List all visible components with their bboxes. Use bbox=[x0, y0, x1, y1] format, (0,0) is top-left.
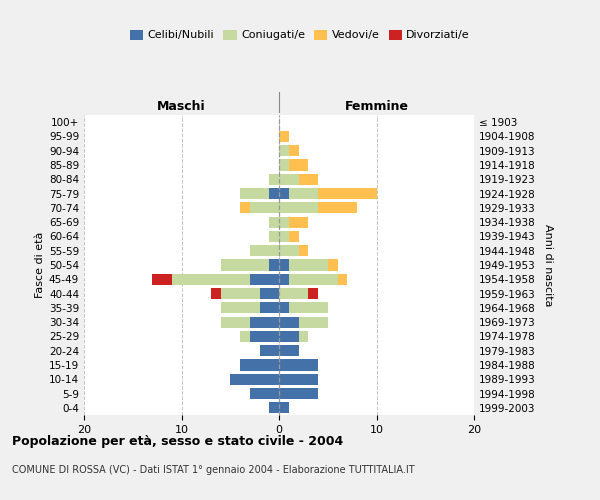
Bar bbox=[289, 302, 328, 314]
Bar bbox=[221, 302, 260, 314]
Bar bbox=[299, 316, 328, 328]
Bar bbox=[308, 288, 318, 299]
Bar bbox=[318, 188, 377, 199]
Bar bbox=[299, 174, 318, 185]
Bar bbox=[260, 302, 279, 314]
Bar bbox=[279, 316, 299, 328]
Bar bbox=[279, 345, 299, 356]
Bar bbox=[279, 374, 318, 385]
Bar bbox=[230, 374, 279, 385]
Bar bbox=[250, 388, 279, 399]
Bar bbox=[221, 288, 260, 299]
Bar bbox=[250, 202, 279, 213]
Bar bbox=[279, 245, 299, 256]
Bar bbox=[269, 216, 279, 228]
Text: Popolazione per età, sesso e stato civile - 2004: Popolazione per età, sesso e stato civil… bbox=[12, 435, 343, 448]
Bar bbox=[250, 331, 279, 342]
Y-axis label: Fasce di età: Fasce di età bbox=[35, 232, 45, 298]
Bar bbox=[279, 288, 308, 299]
Bar bbox=[279, 388, 318, 399]
Bar bbox=[279, 131, 289, 142]
Bar bbox=[152, 274, 172, 285]
Bar bbox=[240, 188, 269, 199]
Bar bbox=[279, 231, 289, 242]
Y-axis label: Anni di nascita: Anni di nascita bbox=[542, 224, 553, 306]
Bar bbox=[250, 245, 279, 256]
Bar bbox=[269, 402, 279, 413]
Bar bbox=[289, 160, 308, 170]
Bar bbox=[279, 331, 299, 342]
Bar bbox=[221, 260, 269, 270]
Bar bbox=[279, 202, 318, 213]
Bar bbox=[279, 145, 289, 156]
Bar bbox=[318, 202, 357, 213]
Text: Maschi: Maschi bbox=[157, 100, 206, 113]
Bar bbox=[172, 274, 250, 285]
Bar bbox=[221, 316, 250, 328]
Text: Femmine: Femmine bbox=[344, 100, 409, 113]
Bar bbox=[269, 174, 279, 185]
Bar bbox=[260, 288, 279, 299]
Bar bbox=[269, 188, 279, 199]
Bar bbox=[289, 188, 318, 199]
Bar bbox=[279, 302, 289, 314]
Bar bbox=[289, 274, 337, 285]
Legend: Celibi/Nubili, Coniugati/e, Vedovi/e, Divorziati/e: Celibi/Nubili, Coniugati/e, Vedovi/e, Di… bbox=[125, 25, 475, 45]
Bar bbox=[279, 274, 289, 285]
Bar bbox=[289, 231, 299, 242]
Bar bbox=[240, 202, 250, 213]
Bar bbox=[337, 274, 347, 285]
Bar bbox=[269, 260, 279, 270]
Bar bbox=[279, 174, 299, 185]
Bar bbox=[269, 231, 279, 242]
Bar bbox=[279, 188, 289, 199]
Text: COMUNE DI ROSSA (VC) - Dati ISTAT 1° gennaio 2004 - Elaborazione TUTTITALIA.IT: COMUNE DI ROSSA (VC) - Dati ISTAT 1° gen… bbox=[12, 465, 415, 475]
Bar bbox=[289, 216, 308, 228]
Bar bbox=[299, 245, 308, 256]
Bar bbox=[289, 145, 299, 156]
Bar bbox=[279, 160, 289, 170]
Bar bbox=[211, 288, 221, 299]
Bar bbox=[279, 260, 289, 270]
Bar bbox=[328, 260, 337, 270]
Bar bbox=[250, 274, 279, 285]
Bar bbox=[260, 345, 279, 356]
Bar bbox=[240, 360, 279, 370]
Bar bbox=[240, 331, 250, 342]
Bar bbox=[289, 260, 328, 270]
Bar bbox=[279, 216, 289, 228]
Bar bbox=[279, 402, 289, 413]
Bar bbox=[299, 331, 308, 342]
Bar bbox=[250, 316, 279, 328]
Bar bbox=[279, 360, 318, 370]
